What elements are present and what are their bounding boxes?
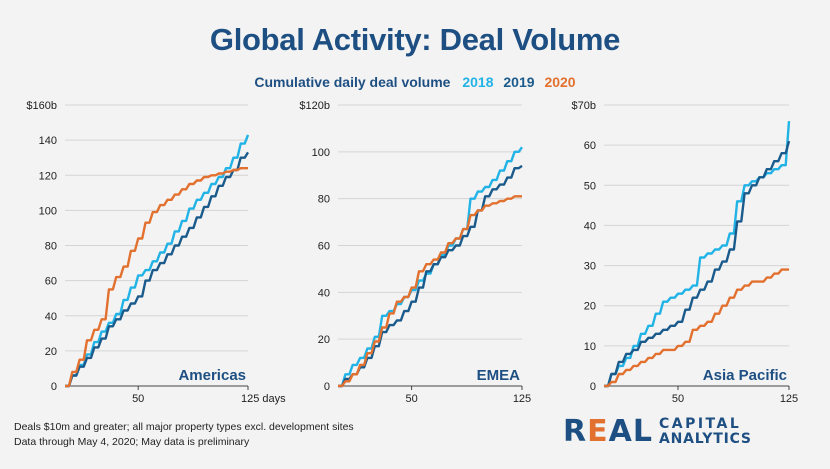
americas-y-tick-label: 20: [45, 346, 57, 358]
emea-y-tick-label: 60: [318, 241, 330, 253]
emea-series-2020: [338, 195, 522, 388]
emea-region-label: EMEA: [477, 367, 521, 384]
chart-title: Global Activity: Deal Volume: [209, 22, 621, 57]
americas-x-tick-label: 50: [132, 393, 144, 405]
asia-pacific-series-2019: [604, 140, 791, 388]
emea-y-tick-label: 0: [324, 381, 330, 393]
americas-y-tick-label: $160b: [26, 100, 57, 112]
real-capital-analytics-logo: REAL CAPITAL ANALYTICS: [563, 414, 752, 450]
emea-y-tick-label: 20: [318, 334, 330, 346]
emea-y-tick-label: 80: [318, 194, 330, 206]
americas-y-tick-label: 100: [39, 205, 57, 217]
asia-pacific-y-tick-label: 40: [584, 220, 596, 232]
americas-panel: 0 20 40 60 80 100 120 140 $160b 50 125 days America…: [26, 100, 286, 405]
americas-series-2018: [65, 134, 250, 388]
logo-capital: CAPITAL: [658, 416, 742, 432]
asia-pacific-panel: 0 10 20 30 40 50 60 $70b 50 125 Asia Pacific: [572, 100, 799, 405]
americas-x-tick-label: 125 days: [241, 393, 286, 405]
americas-y-tick-label: 40: [45, 311, 57, 323]
emea-x-tick-label: 50: [405, 393, 417, 405]
logo-subtext: CAPITAL ANALYTICS: [659, 417, 752, 447]
logo-analytics: ANALYTICS: [658, 431, 752, 447]
emea-panel: 0 20 40 60 80 100 $120b 50 125 EMEA: [299, 100, 531, 405]
footnote-line-2: Data through May 4, 2020; May data is pr…: [14, 436, 250, 448]
emea-series-2018: [338, 146, 523, 388]
americas-region-label: Americas: [178, 367, 246, 384]
emea-series-2019: [338, 164, 523, 388]
americas-y-tick-label: 0: [51, 381, 57, 393]
asia-pacific-y-tick-label: 60: [584, 140, 596, 152]
legend-2018: 2018: [462, 74, 494, 90]
americas-series-2020: [65, 167, 248, 388]
americas-y-tick-label: 120: [39, 170, 57, 182]
logo-wordmark: REAL: [563, 414, 653, 449]
asia-pacific-y-tick-label: $70b: [572, 100, 596, 112]
legend-2019: 2019: [503, 74, 535, 90]
legend-2020: 2020: [544, 74, 576, 90]
asia-pacific-region-label: Asia Pacific: [703, 367, 787, 384]
americas-y-tick-label: 140: [39, 135, 57, 147]
asia-pacific-y-tick-label: 10: [584, 341, 596, 353]
emea-y-tick-label: $120b: [299, 100, 330, 112]
emea-x-tick-label: 125: [513, 393, 531, 405]
asia-pacific-y-tick-label: 0: [590, 381, 596, 393]
americas-series-2019: [65, 151, 250, 388]
asia-pacific-y-tick-label: 50: [584, 180, 596, 192]
chart-subtitle: Cumulative daily deal volume 2018 2019 2…: [0, 74, 830, 90]
subtitle-text: Cumulative daily deal volume: [254, 74, 451, 90]
americas-y-tick-label: 80: [45, 241, 57, 253]
asia-pacific-series-2020: [604, 268, 789, 388]
emea-y-tick-label: 100: [312, 147, 330, 159]
emea-y-tick-label: 40: [318, 287, 330, 299]
asia-pacific-x-tick-label: 50: [672, 393, 684, 405]
footnote-line-1: Deals $10m and greater; all major proper…: [14, 421, 354, 433]
asia-pacific-x-tick-label: 125: [780, 393, 798, 405]
footnote: Deals $10m and greater; all major proper…: [14, 420, 354, 450]
asia-pacific-y-tick-label: 30: [584, 261, 596, 273]
americas-y-tick-label: 60: [45, 276, 57, 288]
asia-pacific-y-tick-label: 20: [584, 301, 596, 313]
